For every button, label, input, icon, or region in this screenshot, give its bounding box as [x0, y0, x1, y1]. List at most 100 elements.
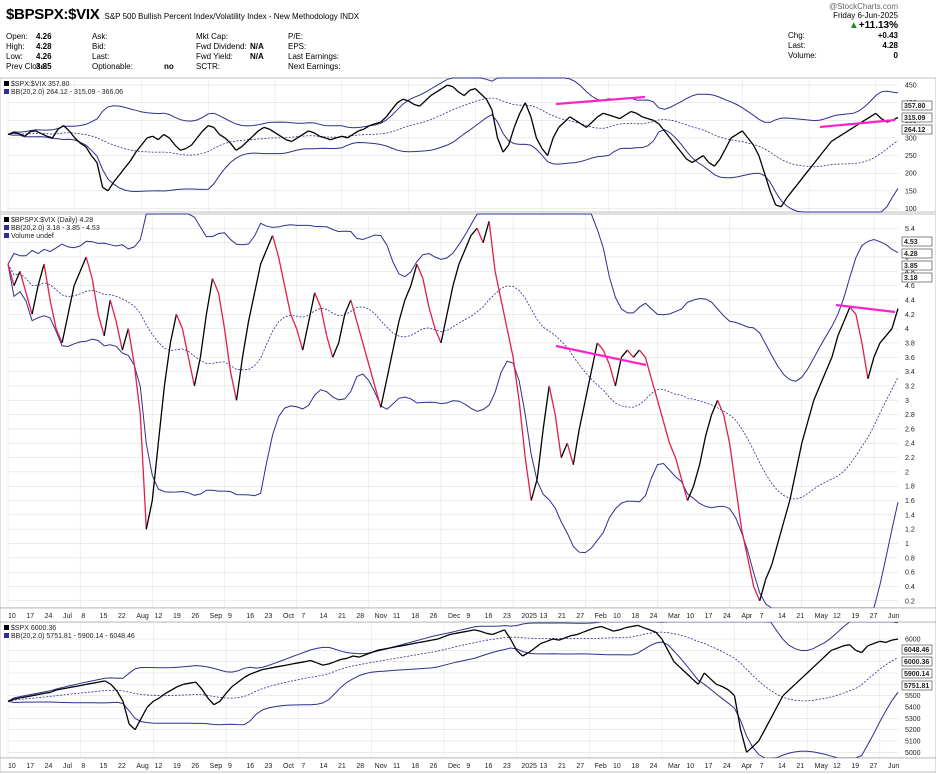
price-segment [869, 112, 877, 118]
price-segment [843, 644, 850, 647]
price-segment [392, 321, 400, 351]
price-segment [597, 112, 604, 118]
price-segment [552, 638, 560, 641]
price-segment [225, 686, 233, 694]
price-segment [425, 639, 432, 642]
price-segment [217, 292, 226, 329]
price-segment [328, 661, 336, 665]
price-segment [127, 328, 135, 365]
x-tick-label: Sep [210, 613, 223, 620]
price-segment [739, 729, 748, 753]
x-tick-label: 10 [613, 613, 621, 620]
x-tick-label: 7 [760, 763, 764, 770]
price-segment [79, 256, 87, 272]
price-segment [486, 632, 493, 636]
price-tag-label: 264.12 [904, 127, 926, 134]
quote-value: +0.43 [877, 31, 898, 40]
chart-header: $BPSPX:$VIX S&P 500 Bullish Percent Inde… [0, 0, 936, 78]
price-segment [334, 658, 342, 663]
price-segment [169, 314, 178, 344]
price-segment [49, 299, 57, 329]
price-segment [488, 221, 496, 272]
price-segment [208, 124, 215, 129]
price-segment [407, 642, 414, 646]
price-segment [717, 400, 725, 415]
quote-key: Bid: [92, 42, 106, 51]
price-segment [719, 148, 727, 160]
price-segment [849, 644, 857, 651]
legend-swatch [4, 225, 9, 230]
price-segment [496, 137, 504, 153]
price-tag-label: 315.09 [904, 115, 926, 122]
x-tick-label: 24 [723, 613, 731, 620]
price-segment [879, 640, 887, 644]
x-tick-label: 9 [228, 613, 232, 620]
price-segment [43, 263, 51, 301]
price-segment [503, 629, 512, 640]
price-segment [552, 127, 560, 139]
price-segment [825, 357, 833, 372]
trendline [555, 95, 646, 106]
price-segment [595, 625, 602, 629]
price-segment [352, 130, 359, 135]
price-segment [340, 657, 348, 661]
price-segment [122, 701, 130, 725]
price-segment [213, 700, 221, 706]
x-tick-label: 22 [118, 763, 126, 770]
x-tick-label: 9 [466, 613, 470, 620]
price-segment [98, 680, 106, 683]
price-segment [674, 457, 683, 480]
trendline [819, 118, 896, 129]
price-segment [25, 292, 33, 315]
price-segment [314, 292, 322, 308]
quote-row: Last: 4.28 [788, 41, 898, 51]
x-tick-label: Feb [595, 763, 607, 770]
price-segment [452, 263, 460, 286]
price-segment [467, 629, 475, 632]
price-segment [668, 442, 677, 458]
price-segment [90, 155, 98, 164]
price-segment [283, 285, 292, 315]
x-tick-label: 11 [393, 763, 400, 770]
price-segment [247, 292, 256, 322]
x-tick-label: 27 [576, 763, 584, 770]
y-tick-label: 5400 [905, 705, 921, 712]
price-segment [134, 717, 142, 731]
price-segment [655, 631, 663, 640]
quote-value: no [164, 62, 174, 71]
price-segment [219, 693, 227, 702]
price-segment [590, 342, 598, 372]
price-segment [44, 691, 51, 695]
price-segment [241, 141, 248, 148]
price-segment [540, 640, 548, 645]
price-segment [674, 144, 682, 153]
x-tick-label: May [815, 763, 829, 770]
quote-value: N/A [250, 42, 264, 51]
price-segment [213, 126, 220, 135]
x-tick-label: Nov [375, 763, 388, 770]
price-segment [891, 638, 899, 641]
price-segment [541, 148, 549, 157]
x-tick-label: 21 [558, 613, 566, 620]
price-segment [591, 116, 599, 123]
symbol-description: S&P 500 Bullish Percent Index/Volatility… [104, 12, 360, 21]
y-tick-label: 2 [905, 469, 909, 476]
quote-key: Next Earnings: [288, 62, 341, 71]
lower-band [7, 264, 899, 609]
x-tick-label: 26 [191, 763, 199, 770]
price-segment [110, 683, 118, 692]
price-segment [13, 697, 21, 700]
price-segment [728, 689, 735, 697]
price-segment [171, 686, 178, 691]
price-segment [368, 364, 376, 387]
price-segment [271, 235, 280, 258]
upper-band [7, 77, 899, 135]
price-segment [500, 299, 508, 329]
price-segment [812, 661, 820, 668]
trendline [555, 344, 647, 367]
price-segment [163, 342, 172, 386]
x-tick-label: 11 [393, 613, 400, 620]
price-segment [464, 235, 472, 251]
price-segment [474, 629, 481, 632]
